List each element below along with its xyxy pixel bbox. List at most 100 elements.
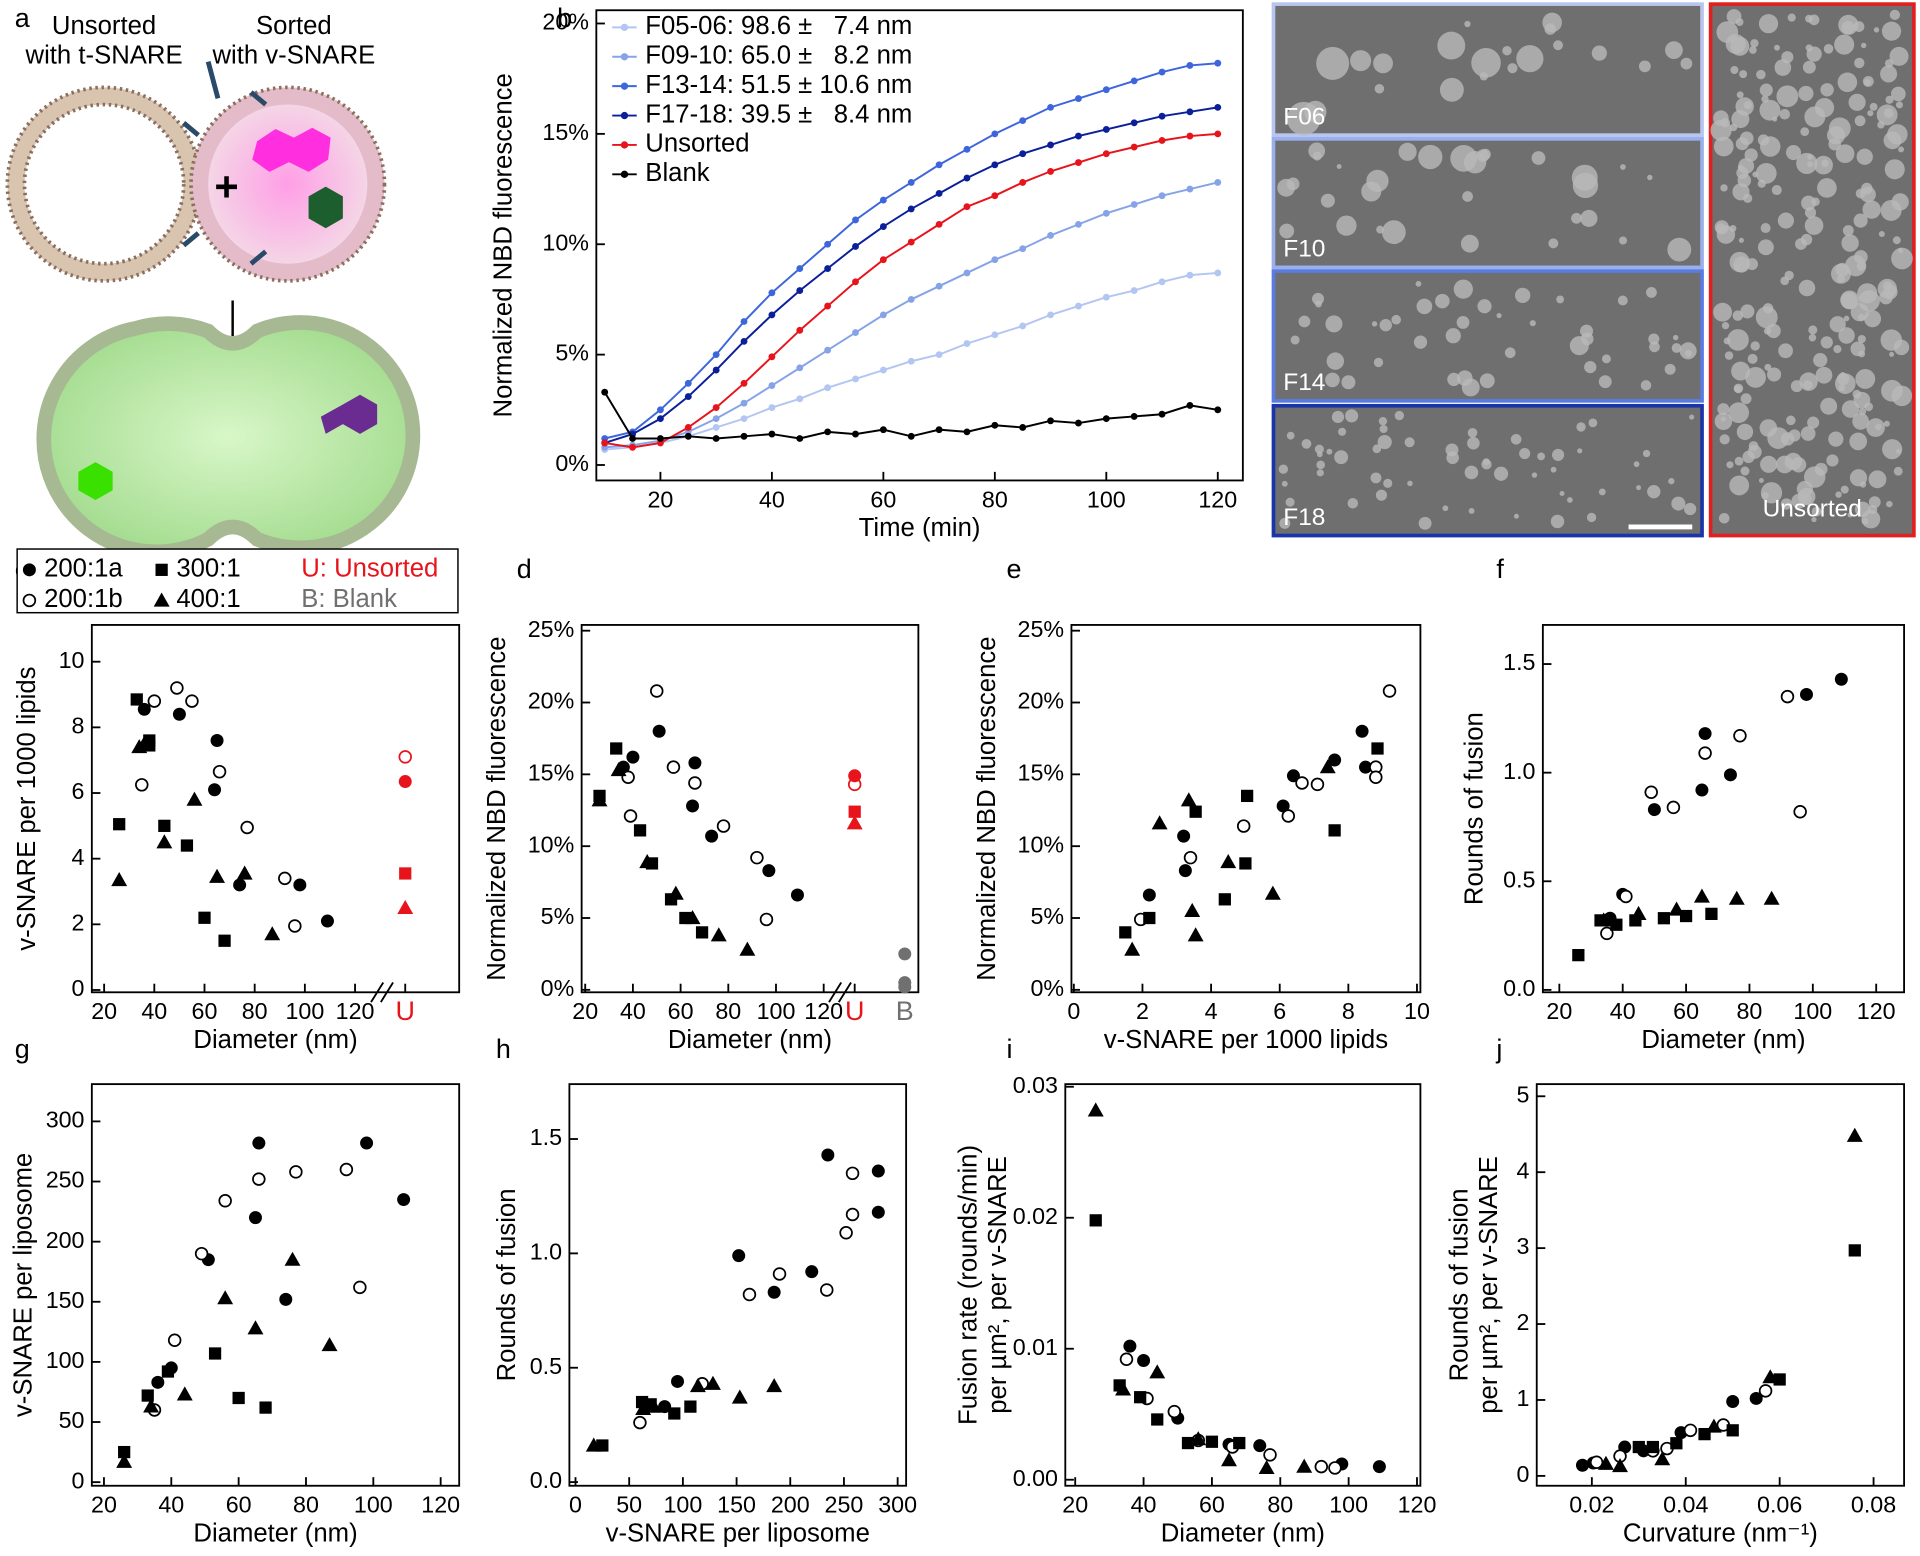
particle (1897, 247, 1904, 253)
x-axis-title: Diameter (nm) (193, 1026, 357, 1054)
marker (1355, 724, 1369, 738)
particle (1435, 293, 1450, 309)
particle (1758, 14, 1779, 34)
particle (1747, 353, 1758, 364)
particle (1379, 424, 1388, 434)
x-tick-label: 40 (158, 1492, 184, 1518)
data-point (1214, 103, 1222, 111)
x-tick-label: 150 (717, 1492, 756, 1518)
x-tick-label: 80 (242, 998, 268, 1024)
particle (1471, 48, 1501, 78)
y-tick-label: 0.0 (530, 1467, 562, 1493)
particle (1456, 316, 1470, 329)
x-axis-title: Curvature (nm⁻¹) (1623, 1520, 1818, 1548)
particle (1798, 85, 1814, 102)
particle (1826, 454, 1839, 467)
particle (1618, 236, 1628, 245)
marker (732, 1249, 746, 1263)
particle (1868, 470, 1887, 489)
data-point (796, 395, 804, 403)
legend-dot (620, 53, 629, 61)
marker (1758, 1384, 1773, 1398)
particle (1571, 212, 1582, 224)
particle (1854, 250, 1868, 264)
particle (1835, 144, 1855, 164)
particle (1893, 466, 1903, 476)
particle (1383, 478, 1393, 488)
particle (1813, 353, 1828, 368)
marker (22, 593, 37, 608)
marker (1369, 770, 1383, 784)
particle (1745, 366, 1766, 388)
data-point (907, 357, 915, 365)
data-point (1186, 132, 1194, 140)
particle (1892, 236, 1901, 245)
marker (116, 1453, 133, 1468)
data-point (1130, 77, 1138, 85)
diagram: a Unsorted with t-SNARE Sorted with v-SN… (5, 3, 421, 560)
micrograph (1271, 136, 1704, 270)
particle (1714, 412, 1733, 431)
particle (1760, 223, 1771, 234)
particle (1584, 360, 1597, 374)
marker (1382, 684, 1397, 698)
marker (321, 1337, 338, 1352)
x-tick-label: 8 (1342, 998, 1355, 1024)
data-point (1102, 126, 1110, 133)
marker (1834, 672, 1848, 686)
marker (1264, 885, 1281, 900)
particle (1760, 482, 1783, 504)
particle (1740, 393, 1752, 405)
marker (805, 1265, 819, 1279)
y-tick-label: 250 (46, 1167, 85, 1193)
marker (293, 878, 307, 892)
particle (1880, 65, 1898, 83)
marker (1595, 912, 1612, 927)
particle (1820, 397, 1838, 415)
x-tick-label: 10 (1404, 998, 1430, 1024)
particle (1776, 85, 1799, 108)
particle (1649, 341, 1660, 353)
marker (1167, 1404, 1182, 1419)
plot-frame (580, 624, 920, 994)
data-point (852, 278, 859, 286)
y-tick-label: 200 (46, 1227, 85, 1253)
x-tick-label: 0.06 (1757, 1492, 1802, 1518)
y-tick-label: 10 (59, 647, 85, 673)
data-point (1047, 167, 1054, 175)
marker (1087, 1102, 1104, 1117)
x-axis-title: Diameter (nm) (193, 1520, 357, 1548)
marker (1184, 902, 1201, 917)
data-point (907, 432, 915, 440)
particle (1736, 91, 1744, 99)
x-tick-label: 100 (1087, 486, 1126, 512)
particle (1736, 423, 1754, 441)
particle (1823, 44, 1834, 54)
marker (158, 819, 171, 832)
particle (1820, 83, 1834, 97)
particle (1372, 444, 1382, 454)
y-tick-label: 15% (528, 759, 575, 785)
legend-label: F05-06: 98.6 ± 7.4 nm (645, 12, 912, 40)
panel-letter: e (1007, 554, 1022, 584)
particle (1731, 361, 1751, 381)
y-tick-label: 0% (541, 975, 575, 1001)
particle (1787, 13, 1796, 22)
data-point (1186, 108, 1194, 116)
particle (1279, 223, 1295, 239)
marker (167, 1333, 182, 1347)
particle (1750, 39, 1759, 48)
data-point (740, 337, 748, 345)
marker (147, 694, 162, 708)
marker (1726, 1394, 1740, 1408)
particle (1750, 341, 1760, 351)
data-point (991, 421, 999, 429)
particle (1857, 334, 1866, 344)
data-point (1047, 103, 1054, 111)
y-tick-label: 8 (72, 713, 85, 739)
marker (1276, 799, 1290, 813)
dye (78, 462, 113, 501)
data-point (796, 364, 804, 372)
y-tick-label: 0.00 (1013, 1465, 1058, 1491)
data-point (740, 318, 748, 325)
